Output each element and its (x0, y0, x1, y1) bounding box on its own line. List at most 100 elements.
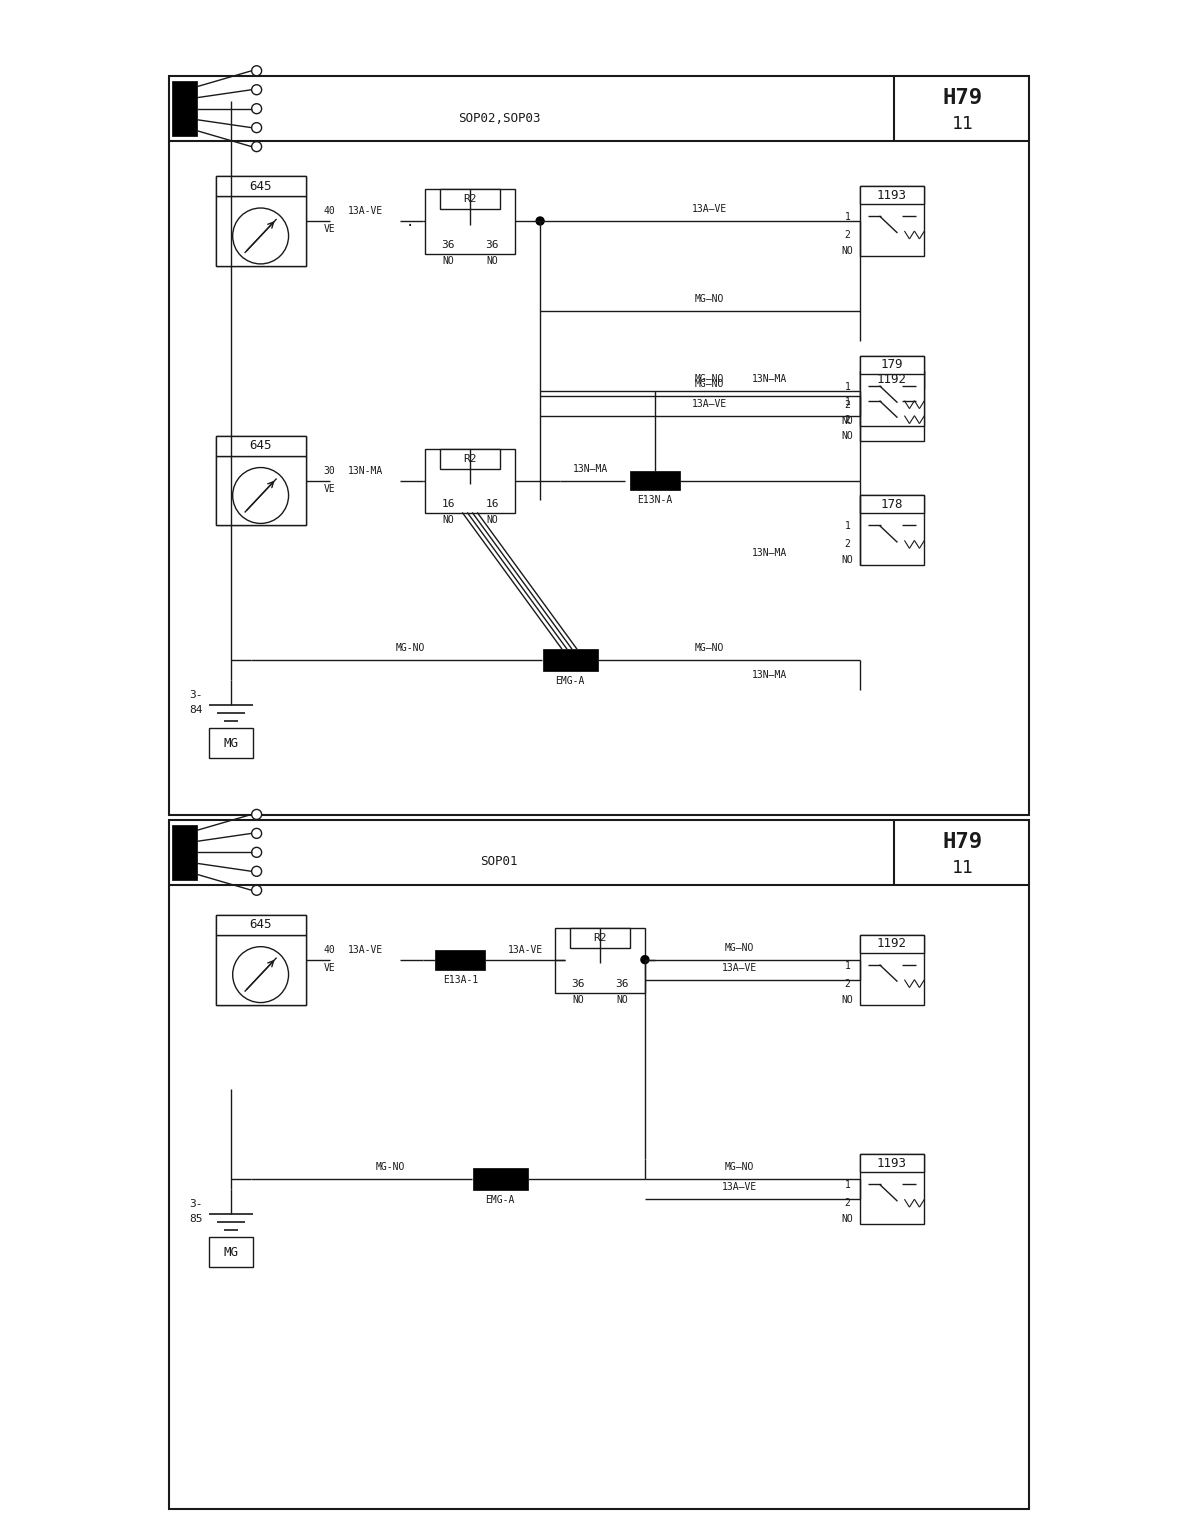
Text: .: . (406, 216, 414, 230)
Circle shape (252, 809, 262, 820)
Text: H79: H79 (942, 89, 983, 109)
Text: 13A—VE: 13A—VE (692, 399, 727, 409)
Bar (859, 356, 924, 373)
Bar (440, 190, 500, 210)
Text: VE: VE (324, 483, 335, 494)
Text: 178: 178 (881, 497, 902, 511)
Text: VE: VE (324, 962, 335, 973)
Text: 1: 1 (845, 213, 851, 222)
Text: MG—NO: MG—NO (695, 373, 725, 384)
Bar (425, 448, 515, 514)
Text: 13A—VE: 13A—VE (692, 203, 727, 214)
Text: 179: 179 (881, 358, 902, 372)
Text: 40: 40 (324, 207, 335, 216)
Text: MG—NO: MG—NO (695, 379, 725, 389)
Text: 645: 645 (250, 918, 272, 932)
Circle shape (252, 866, 262, 877)
Text: 2: 2 (845, 230, 851, 240)
Text: R2: R2 (463, 194, 476, 203)
Bar (859, 935, 924, 1005)
Text: NO: NO (841, 430, 853, 441)
Text: 13A—VE: 13A—VE (722, 1183, 757, 1192)
Text: EMG-A: EMG-A (556, 676, 584, 685)
Text: NO: NO (841, 416, 853, 425)
Bar (859, 187, 924, 203)
Text: 1: 1 (845, 396, 851, 407)
Bar (859, 1154, 924, 1172)
Bar (859, 370, 924, 389)
Text: 645: 645 (250, 439, 272, 451)
Bar (556, 927, 644, 993)
Text: MG—NO: MG—NO (695, 294, 725, 304)
Text: 1192: 1192 (876, 373, 906, 386)
Bar (169, 820, 1030, 1509)
Bar (859, 1154, 924, 1224)
Text: H79: H79 (942, 832, 983, 852)
Text: NO: NO (841, 1215, 853, 1224)
Text: 1192: 1192 (876, 938, 906, 950)
Text: 1: 1 (845, 381, 851, 392)
Bar (859, 496, 924, 514)
Text: SOP01: SOP01 (480, 855, 518, 869)
Bar (216, 436, 306, 525)
Bar (440, 448, 500, 468)
Circle shape (233, 208, 288, 263)
Text: 13A—VE: 13A—VE (722, 962, 757, 973)
Bar (859, 370, 924, 441)
Text: 1: 1 (845, 961, 851, 970)
Text: E13N-A: E13N-A (637, 496, 672, 505)
Circle shape (252, 122, 262, 133)
Text: 13A-VE: 13A-VE (348, 207, 383, 216)
Bar (216, 196, 306, 266)
Text: MG: MG (223, 1245, 238, 1259)
Text: 13A-VE: 13A-VE (508, 944, 542, 955)
Text: MG: MG (223, 736, 238, 750)
Text: 36: 36 (486, 240, 499, 249)
Text: 13N—MA: 13N—MA (752, 373, 787, 384)
Bar (216, 176, 306, 196)
Bar (216, 176, 306, 266)
Text: 1: 1 (845, 1180, 851, 1190)
Text: R2: R2 (593, 933, 607, 942)
Text: R2: R2 (463, 453, 476, 464)
Text: EMG-A: EMG-A (486, 1195, 515, 1206)
Bar (216, 915, 306, 935)
Text: MG—NO: MG—NO (695, 643, 725, 653)
Text: MG—NO: MG—NO (725, 1163, 755, 1172)
Bar (859, 935, 924, 953)
Text: 40: 40 (324, 944, 335, 955)
Text: 13N-MA: 13N-MA (348, 465, 383, 476)
Bar (209, 728, 253, 757)
Text: MG-NO: MG-NO (396, 643, 425, 653)
Text: NO: NO (616, 994, 628, 1005)
Bar (216, 935, 306, 1005)
Bar (216, 436, 306, 456)
Bar (473, 1169, 528, 1190)
Circle shape (252, 828, 262, 838)
Text: 1193: 1193 (876, 1157, 906, 1170)
Text: 13A-VE: 13A-VE (348, 944, 383, 955)
Text: MG-NO: MG-NO (376, 1163, 406, 1172)
Text: NO: NO (443, 516, 454, 525)
Text: 13N—MA: 13N—MA (752, 670, 787, 681)
Bar (425, 190, 515, 254)
Circle shape (252, 84, 262, 95)
Circle shape (233, 468, 288, 523)
Text: NO: NO (572, 994, 584, 1005)
Bar (216, 456, 306, 525)
Text: 645: 645 (250, 179, 272, 193)
Bar (436, 950, 485, 970)
Text: E13A-1: E13A-1 (443, 975, 478, 985)
Circle shape (252, 66, 262, 76)
Bar (859, 496, 924, 566)
Circle shape (252, 848, 262, 857)
Text: 36: 36 (442, 240, 455, 249)
Text: NO: NO (841, 994, 853, 1005)
Text: 2: 2 (845, 399, 851, 410)
Bar (216, 915, 306, 1005)
Bar (169, 76, 1030, 815)
Text: 2: 2 (845, 540, 851, 549)
Circle shape (536, 217, 544, 225)
Text: 1: 1 (845, 522, 851, 531)
Text: 16: 16 (486, 499, 499, 509)
